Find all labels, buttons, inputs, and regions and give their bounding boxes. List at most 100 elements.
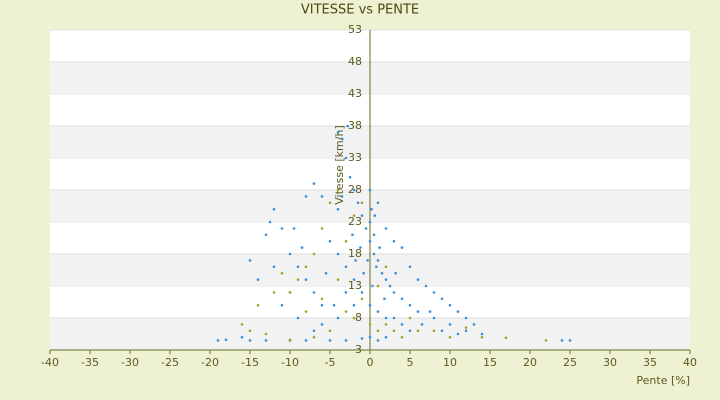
point — [332, 303, 336, 307]
point — [304, 195, 308, 198]
point — [300, 246, 304, 249]
point — [304, 310, 308, 313]
point — [384, 316, 388, 320]
x-tick-label: -10 — [281, 356, 299, 369]
point — [376, 339, 380, 342]
point — [320, 195, 324, 198]
point — [420, 323, 424, 326]
point — [354, 259, 357, 262]
point — [320, 227, 324, 230]
point — [340, 195, 344, 198]
point — [352, 188, 356, 192]
point — [280, 303, 284, 307]
point — [360, 214, 364, 217]
chart-title: VITESSE vs PENTE — [301, 3, 419, 18]
point — [288, 338, 292, 342]
point — [368, 220, 372, 224]
point — [256, 303, 260, 307]
point — [248, 339, 252, 342]
point — [384, 335, 388, 339]
point — [328, 329, 332, 333]
y-axis-label: Vitesse [km/h] — [333, 125, 346, 205]
point — [328, 201, 332, 205]
point — [344, 265, 348, 269]
point — [340, 137, 344, 141]
x-tick-label: -15 — [241, 356, 259, 369]
x-tick-label: 30 — [603, 356, 617, 369]
x-tick-label: 40 — [683, 356, 697, 369]
point — [376, 329, 380, 333]
x-tick-label: -5 — [325, 356, 336, 369]
x-tick-label: 20 — [523, 356, 537, 369]
point — [368, 239, 372, 243]
point — [336, 131, 340, 134]
point — [292, 227, 296, 230]
point — [464, 326, 468, 329]
point — [324, 271, 328, 275]
point — [371, 284, 374, 288]
x-tick-label: 25 — [563, 356, 577, 369]
point — [464, 316, 468, 320]
point — [384, 278, 388, 281]
point — [364, 227, 368, 230]
point — [368, 323, 372, 326]
point — [394, 271, 397, 275]
point — [378, 246, 381, 249]
point — [360, 201, 364, 205]
point — [248, 329, 252, 333]
point — [328, 339, 332, 342]
point — [432, 291, 436, 294]
point — [328, 239, 332, 243]
point — [264, 339, 268, 342]
x-tick-label: -20 — [201, 356, 219, 369]
point — [336, 207, 340, 211]
point — [368, 188, 372, 192]
x-tick-label: 0 — [367, 356, 374, 369]
point — [320, 303, 324, 307]
x-tick-label: -30 — [121, 356, 139, 369]
y-tick-label: 33 — [348, 151, 362, 164]
point — [372, 252, 376, 256]
point — [268, 220, 272, 224]
point — [344, 339, 348, 342]
point — [408, 265, 412, 269]
point — [360, 337, 364, 340]
point — [216, 339, 220, 342]
point — [380, 271, 384, 275]
point — [464, 329, 468, 333]
point — [344, 239, 348, 243]
point — [400, 335, 404, 339]
point — [368, 335, 372, 339]
point — [383, 297, 386, 301]
point — [352, 214, 356, 217]
point — [368, 303, 372, 307]
point — [264, 332, 268, 336]
point — [560, 339, 564, 342]
point — [372, 233, 376, 237]
point — [346, 124, 349, 128]
point — [288, 291, 292, 294]
point — [400, 297, 404, 301]
point — [384, 323, 388, 326]
point — [304, 339, 308, 342]
point — [312, 329, 316, 333]
point — [296, 265, 300, 269]
point — [440, 297, 444, 301]
y-tick-label: 8 — [355, 311, 362, 324]
point — [240, 335, 244, 339]
point — [376, 201, 380, 205]
x-tick-label: -25 — [161, 356, 179, 369]
point — [344, 310, 348, 313]
point — [280, 227, 284, 230]
point — [448, 303, 452, 307]
x-axis-label: Pente [%] — [636, 374, 690, 387]
point — [359, 246, 362, 249]
point — [568, 339, 572, 342]
point — [392, 329, 396, 333]
point — [312, 335, 316, 339]
point — [304, 265, 308, 269]
point — [416, 329, 420, 333]
point — [280, 271, 284, 275]
x-tick-label: 5 — [407, 356, 414, 369]
